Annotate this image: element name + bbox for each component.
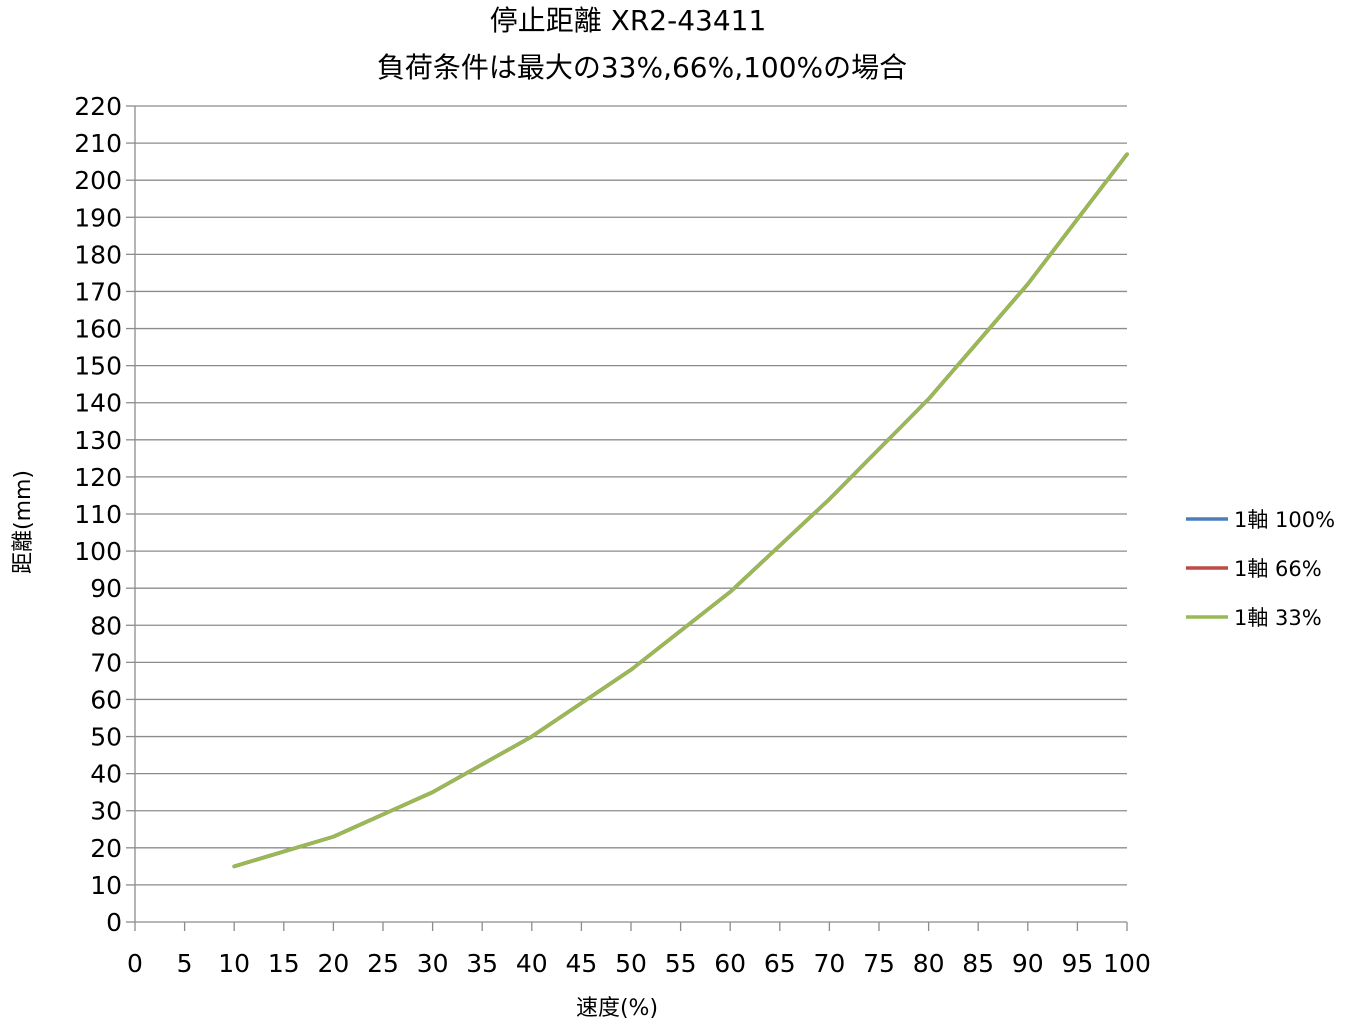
x-tick-label: 20 [317, 949, 349, 978]
x-tick-label: 15 [268, 949, 300, 978]
y-tick-label: 20 [90, 834, 122, 863]
legend: 1軸 100% 1軸 66% 1軸 33% [1186, 508, 1335, 630]
x-tick-label: 5 [177, 949, 193, 978]
y-tick-label: 50 [90, 723, 122, 752]
y-tick-label: 200 [74, 166, 122, 195]
x-tick-label: 65 [764, 949, 796, 978]
y-tick-label: 0 [106, 908, 122, 937]
x-tick-label: 60 [714, 949, 746, 978]
y-tick-label: 180 [74, 240, 122, 269]
y-tick-label: 120 [74, 463, 122, 492]
y-tick-label: 40 [90, 760, 122, 789]
y-tick-label: 130 [74, 426, 122, 455]
x-tick-label: 75 [863, 949, 895, 978]
y-tick-label: 80 [90, 611, 122, 640]
x-tick-labels: 0 5 10 15 20 25 30 35 40 45 50 55 60 65 70 75 80 85 90 95 10… [127, 949, 1151, 978]
y-tick-label: 110 [74, 500, 122, 529]
gridlines [135, 105, 1127, 886]
x-tick-label: 30 [417, 949, 449, 978]
x-tick-label: 35 [466, 949, 498, 978]
legend-label-1: 1軸 100% [1234, 508, 1335, 532]
series-line-2 [232, 152, 1129, 869]
y-tick-label: 220 [74, 92, 122, 121]
legend-label-2: 1軸 66% [1234, 557, 1322, 581]
x-tick-label: 100 [1103, 949, 1151, 978]
x-tick-label: 25 [367, 949, 399, 978]
x-tick-label: 80 [913, 949, 945, 978]
axes [126, 105, 1128, 931]
x-tick-label: 90 [1012, 949, 1044, 978]
y-tick-label: 170 [74, 277, 122, 306]
x-tick-label: 50 [615, 949, 647, 978]
chart-title-line-2: 負荷条件は最大の33%,66%,100%の場合 [377, 51, 907, 84]
chart-title-line-1: 停止距離 XR2-43411 [490, 4, 767, 37]
series-line-3 [232, 152, 1129, 869]
y-tick-label: 210 [74, 129, 122, 158]
y-tick-label: 10 [90, 871, 122, 900]
x-tick-label: 55 [665, 949, 697, 978]
y-tick-label: 190 [74, 203, 122, 232]
y-tick-label: 70 [90, 648, 122, 677]
y-tick-label: 150 [74, 352, 122, 381]
y-tick-labels: 0 10 20 30 40 50 60 70 80 90 100 110 120 130 140 150 160… [74, 92, 122, 937]
y-tick-label: 30 [90, 797, 122, 826]
x-tick-label: 40 [516, 949, 548, 978]
y-axis-title: 距離(mm) [11, 470, 36, 574]
x-tick-label: 45 [565, 949, 597, 978]
x-axis-title: 速度(%) [576, 996, 658, 1021]
legend-label-3: 1軸 33% [1234, 606, 1322, 630]
y-tick-label: 60 [90, 685, 122, 714]
x-tick-label: 95 [1061, 949, 1093, 978]
y-tick-label: 160 [74, 315, 122, 344]
x-tick-label: 10 [218, 949, 250, 978]
y-tick-label: 90 [90, 574, 122, 603]
y-tick-label: 100 [74, 537, 122, 566]
x-tick-label: 0 [127, 949, 143, 978]
series-line-1 [232, 152, 1129, 869]
series-lines [232, 152, 1129, 869]
x-tick-label: 70 [813, 949, 845, 978]
y-tick-label: 140 [74, 389, 122, 418]
x-tick-label: 85 [962, 949, 994, 978]
